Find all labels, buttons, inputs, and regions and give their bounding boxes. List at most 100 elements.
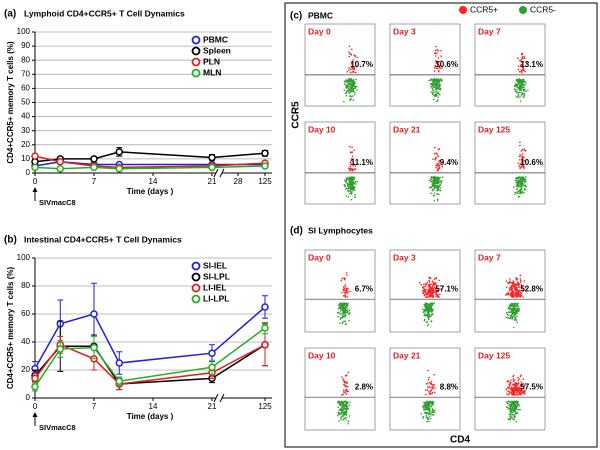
x-tick-label: 21 <box>208 402 217 411</box>
flow-dot <box>351 155 354 158</box>
flow-dot <box>508 408 510 410</box>
flow-dot <box>514 179 517 182</box>
flow-dot <box>347 371 350 374</box>
flow-dot <box>508 404 510 406</box>
flow-dot <box>517 57 519 60</box>
flow-dot <box>346 411 348 414</box>
flow-dot <box>351 184 354 187</box>
flow-dot <box>424 403 427 406</box>
flow-dot <box>516 321 518 324</box>
flow-dot <box>431 408 434 410</box>
flow-dot <box>422 289 425 292</box>
flow-dot <box>516 80 518 83</box>
flow-dot <box>523 156 525 159</box>
flow-dot <box>438 78 440 81</box>
flow-dot <box>519 96 521 98</box>
flow-dot <box>348 85 351 88</box>
flow-dot <box>427 307 429 309</box>
flow-dot <box>428 290 430 293</box>
flow-dot <box>354 91 356 94</box>
flow-dot <box>516 303 518 305</box>
flow-dot <box>513 302 516 305</box>
flow-dot <box>426 324 429 327</box>
flow-dot <box>350 80 353 83</box>
flow-dot <box>518 158 521 161</box>
flow-dot <box>354 71 357 74</box>
flow-dot <box>523 384 526 386</box>
flow-dot <box>516 403 519 405</box>
flow-dot <box>516 283 519 286</box>
flow-dot <box>345 303 348 306</box>
flow-dot <box>513 408 516 411</box>
flow-dot <box>516 182 519 184</box>
flow-dot <box>341 309 344 312</box>
flow-dot <box>432 414 435 416</box>
flow-dot <box>433 302 435 305</box>
flow-dot <box>345 178 348 181</box>
flow-dot <box>521 182 523 185</box>
flow-dot <box>349 162 352 164</box>
flow-dot <box>346 308 349 310</box>
flow-dot <box>512 378 515 380</box>
flow-dot <box>508 413 510 416</box>
flow-dot <box>511 394 513 396</box>
flow-dot <box>433 86 436 89</box>
flow-dot <box>519 294 522 296</box>
flow-dot <box>515 283 517 285</box>
flow-dot <box>519 278 522 280</box>
flow-dot <box>342 315 345 318</box>
flow-dot <box>349 83 352 86</box>
flow-dot <box>511 413 514 416</box>
flow-dot <box>340 404 342 407</box>
flow-dot <box>429 390 432 392</box>
flow-dot <box>346 71 349 73</box>
flow-dot <box>342 378 345 381</box>
flow-dot <box>515 420 518 423</box>
flow-dot <box>513 85 516 88</box>
flow-dot <box>345 84 348 86</box>
flow-dot <box>518 79 521 82</box>
flow-dot <box>345 393 348 395</box>
flow-dot <box>349 176 351 179</box>
flow-dot <box>436 200 439 202</box>
flow-dot <box>435 282 437 285</box>
flow-dot <box>434 80 437 82</box>
flow-dot <box>429 295 432 297</box>
flow-dot <box>516 290 518 292</box>
flow-dot <box>341 402 344 404</box>
panel-title: SI Lymphocytes <box>308 225 373 235</box>
flow-dot <box>345 195 348 197</box>
flow-dot <box>433 183 435 186</box>
flow-dot <box>350 164 352 166</box>
flow-dot <box>510 308 513 311</box>
flow-dot <box>505 316 508 319</box>
flow-dot <box>512 280 515 282</box>
y-tick-label: 90 <box>21 41 30 50</box>
flow-dot <box>509 407 512 410</box>
flow-dot <box>422 417 424 419</box>
flow-dot <box>432 194 435 197</box>
flow-dot <box>339 303 342 306</box>
flow-dot <box>425 393 427 396</box>
flow-dot <box>510 388 512 390</box>
flow-dot <box>513 390 515 393</box>
flow-dot <box>438 86 440 89</box>
flow-dot <box>519 163 521 166</box>
flow-dot <box>432 90 434 92</box>
flow-dot <box>430 91 433 93</box>
flow-dot <box>516 278 519 280</box>
flow-dot <box>509 379 512 382</box>
flow-dot <box>521 190 523 193</box>
flow-dot <box>350 184 352 186</box>
flow-dot <box>344 188 347 190</box>
flow-dot <box>510 414 512 416</box>
flow-dot <box>355 85 358 88</box>
flow-dot <box>508 386 511 388</box>
flow-dot <box>348 404 350 406</box>
panel-frame <box>284 2 598 448</box>
flow-dot <box>435 90 438 92</box>
flow-dot <box>336 414 339 417</box>
data-point <box>208 163 216 172</box>
flow-dot <box>342 393 345 396</box>
